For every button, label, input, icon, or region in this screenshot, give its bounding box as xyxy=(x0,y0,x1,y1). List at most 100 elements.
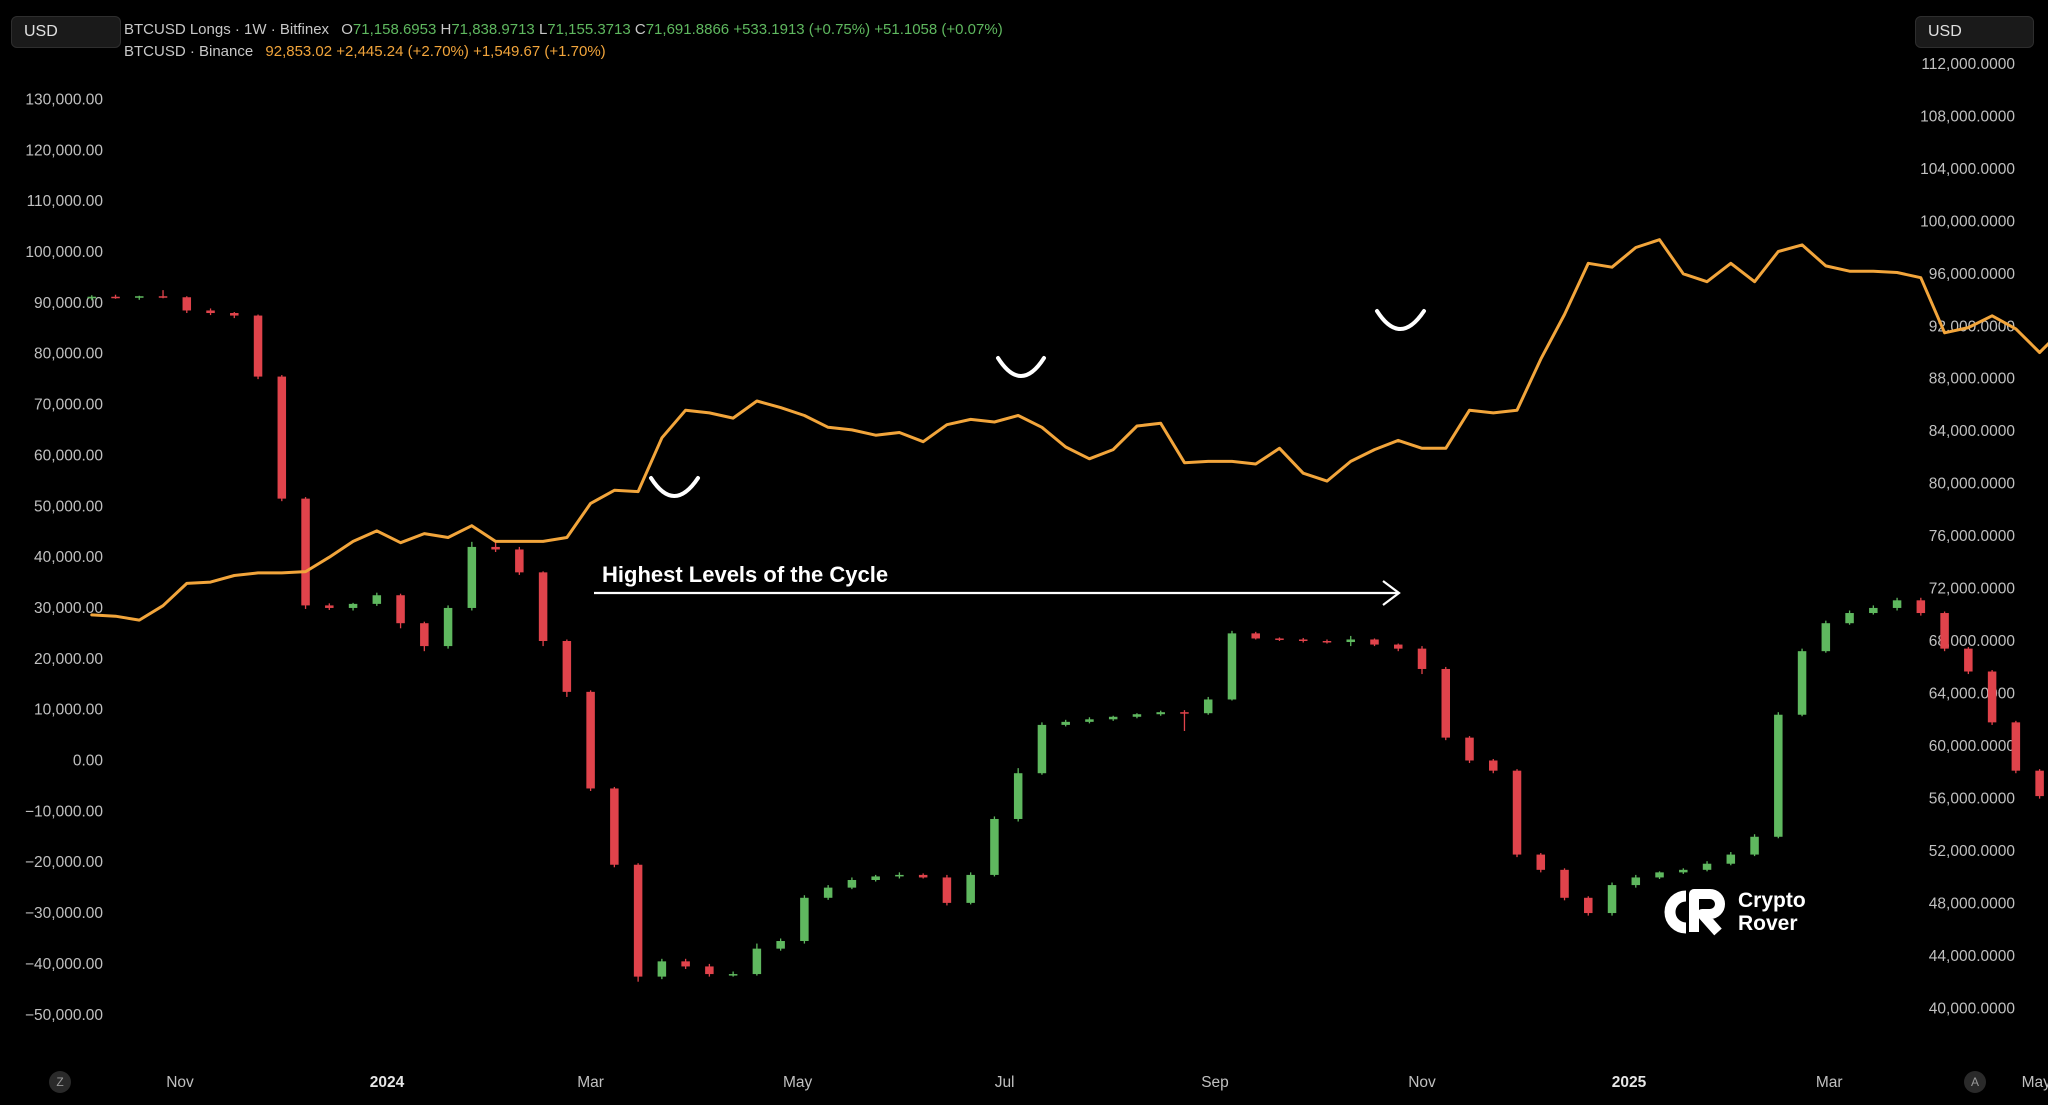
candle xyxy=(562,639,572,697)
candle-body xyxy=(990,818,999,875)
candle-body xyxy=(823,887,833,898)
candle-body xyxy=(1346,639,1355,643)
candle xyxy=(2011,720,2021,774)
candle-body xyxy=(515,549,524,573)
candle-body xyxy=(1489,760,1498,771)
candle xyxy=(1203,696,1213,715)
candle-body xyxy=(1821,623,1831,652)
candle xyxy=(1417,646,1427,675)
legend-longs-title[interactable]: BTCUSD Longs · 1W · Bitfinex xyxy=(124,21,330,38)
candle-body xyxy=(1774,714,1783,837)
left-axis-tick-label: −50,000.00 xyxy=(25,1007,103,1024)
right-axis-tick-label: 64,000.0000 xyxy=(1929,686,2016,703)
legend-btcusd-title[interactable]: BTCUSD · Binance xyxy=(124,43,254,60)
candle xyxy=(800,895,809,944)
left-currency-selector[interactable]: USD xyxy=(11,16,121,48)
time-axis-tick-label: 2025 xyxy=(1612,1074,1647,1091)
candle-body xyxy=(1085,719,1094,722)
candle xyxy=(1489,758,1498,774)
left-axis-tick-label: −20,000.00 xyxy=(25,854,103,871)
cycle-high-arrowhead xyxy=(1382,580,1401,606)
candle-body xyxy=(1536,854,1546,870)
auto-scale-button[interactable]: A xyxy=(1964,1071,1986,1093)
candle xyxy=(942,874,952,906)
candle xyxy=(1393,643,1403,652)
right-axis-tick-label: 48,000.0000 xyxy=(1929,896,2016,913)
candle xyxy=(657,958,667,980)
candle xyxy=(1013,768,1023,822)
left-axis-tick-label: −40,000.00 xyxy=(25,956,103,973)
right-price-axis[interactable]: 112,000.0000 108,000.0000 104,000.0000 100,… xyxy=(1920,56,2015,1018)
candle xyxy=(182,296,192,314)
candle-body xyxy=(1987,671,1997,723)
candle-body xyxy=(467,546,477,608)
left-axis-tick-label: −30,000.00 xyxy=(25,905,103,922)
zoom-reset-button[interactable]: Z xyxy=(49,1071,71,1093)
candle xyxy=(1774,712,1783,839)
high-label: H xyxy=(440,21,452,38)
time-axis-tick-label: Sep xyxy=(1201,1074,1229,1091)
candle xyxy=(1085,717,1094,724)
time-axis[interactable]: Nov2024MarMayJulSepNov2025MarMayJulSepNo… xyxy=(166,1074,2048,1091)
candle xyxy=(1441,666,1451,741)
candle-body xyxy=(372,595,382,604)
candle-body xyxy=(1227,633,1237,700)
btcusd-change-2: +1,549.67 (+1.70%) xyxy=(473,43,606,60)
candle-body xyxy=(1797,651,1807,715)
candle-body xyxy=(538,572,548,642)
left-axis-tick-label: 110,000.00 xyxy=(27,193,104,210)
candle-body xyxy=(1108,716,1118,720)
high-value: 71,838.9713 xyxy=(451,21,535,38)
low-label: L xyxy=(538,21,548,38)
candle-body xyxy=(1631,877,1641,886)
candle xyxy=(111,294,120,299)
candle xyxy=(1702,861,1712,872)
candle-body xyxy=(277,376,287,499)
candle-body xyxy=(1679,869,1688,873)
candle-body xyxy=(871,876,880,880)
candle-body xyxy=(1203,699,1213,714)
right-currency-selector[interactable]: USD xyxy=(1915,16,2034,48)
candle xyxy=(1560,868,1569,901)
candle xyxy=(158,290,168,299)
candle-body xyxy=(1156,712,1165,715)
candle-body xyxy=(1869,607,1878,614)
candle xyxy=(538,571,548,647)
candle-body xyxy=(1655,872,1664,878)
candle-body xyxy=(1132,714,1142,717)
candle xyxy=(1987,669,1997,725)
candle xyxy=(1275,637,1284,642)
candle xyxy=(1821,620,1831,653)
candle-body xyxy=(610,788,619,865)
longs-change-2: +51.1058 (+0.07%) xyxy=(874,21,1003,38)
candle-body xyxy=(111,296,120,299)
candle xyxy=(752,943,762,976)
right-axis-tick-label: 88,000.0000 xyxy=(1929,371,2016,388)
candle-body xyxy=(776,941,785,949)
candle xyxy=(1726,852,1736,866)
low-marker-1 xyxy=(649,476,700,498)
candle-body xyxy=(728,974,738,976)
candle xyxy=(1370,638,1379,647)
candle-body xyxy=(230,313,239,316)
candle-body xyxy=(847,879,857,888)
candle xyxy=(918,873,928,879)
candle-body xyxy=(396,595,405,624)
candle xyxy=(1037,722,1047,775)
candle-body xyxy=(491,546,500,550)
candle xyxy=(1892,597,1902,611)
left-axis-tick-label: 0.00 xyxy=(73,753,104,770)
time-axis-tick-label: 2024 xyxy=(370,1074,405,1091)
candle xyxy=(443,605,453,649)
candle xyxy=(1156,710,1165,716)
left-axis-tick-label: 90,000.00 xyxy=(34,295,103,312)
candle-body xyxy=(752,948,762,975)
right-axis-tick-label: 60,000.0000 xyxy=(1929,738,2016,755)
candle-body xyxy=(1013,773,1023,819)
left-price-axis[interactable]: 130,000.00 120,000.00 110,000.00 100,000.00… xyxy=(25,91,103,1023)
candle xyxy=(1584,896,1593,916)
crypto-rover-logo-mark xyxy=(1664,889,1725,936)
candle-body xyxy=(1916,600,1926,614)
right-axis-tick-label: 112,000.0000 xyxy=(1921,56,2015,73)
